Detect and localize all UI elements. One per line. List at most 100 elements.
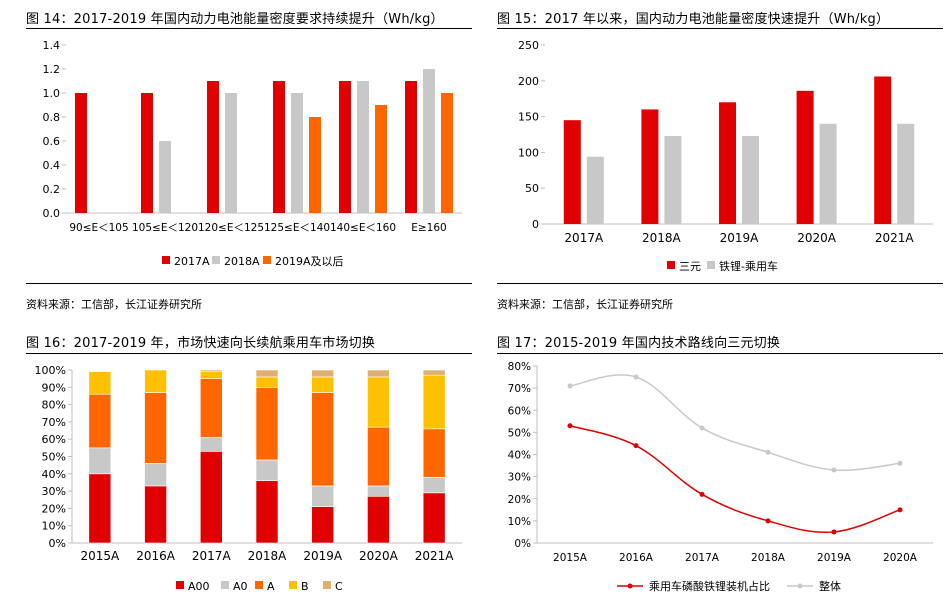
c14-bar-2017a-3	[273, 81, 285, 213]
c14-legend-swatch-2	[263, 256, 271, 264]
c15-bar-x-1	[641, 109, 659, 224]
c14-ytick-label: 0.6	[43, 135, 61, 148]
c16-segment-c-2	[199, 369, 223, 373]
c17-line-x	[569, 425, 901, 534]
c17-legend-label-0: 乘用车磷酸铁锂装机占比	[649, 579, 770, 593]
c16-segment-a-4	[311, 392, 335, 487]
panel-fig14: 图 14：2017-2019 年国内动力电池能量密度要求持续提升（Wh/kg） …	[26, 0, 472, 311]
c16-segment-b-0	[88, 371, 112, 395]
c16-segment-b-3	[255, 376, 279, 388]
c17-point-x-2	[699, 425, 705, 431]
c14-legend-label-2: 2019A及以后	[275, 255, 344, 268]
c16-xtick-label: 2017A	[192, 549, 232, 563]
c17-xtick-label: 2016A	[619, 552, 654, 564]
c16-legend-label-1: A0	[233, 580, 248, 593]
c15-ytick-label: 250	[518, 39, 539, 52]
c15-bar-x-2	[719, 102, 736, 224]
c14-ytick-label: 0.8	[43, 111, 61, 124]
c16-segment-b-4	[311, 376, 335, 393]
fig14-bottom-rule	[26, 283, 472, 284]
fig16-title: 图 16：2017-2019 年，市场快速向长续航乘用车市场切换	[26, 336, 376, 351]
c14-bar-2019a-5	[441, 93, 453, 213]
fig17-chart: 0% 10% 20% 30% 40% 50% 60% 70% 80% 2015A 2016A 2017…	[508, 361, 933, 593]
c15-bar-x-3	[796, 90, 814, 224]
c16-segment-a0-3	[255, 459, 279, 482]
c14-bar-2017a-2	[207, 81, 219, 213]
fig15-bottom-rule	[497, 283, 943, 284]
c15-bar-x-2	[742, 135, 759, 224]
c14-xtick-label: 125≤E＜140	[264, 222, 330, 234]
c17-ytick-label: 70%	[508, 383, 531, 395]
c16-ytick-label: 90%	[42, 381, 66, 394]
c16-segment-a0-0	[88, 447, 112, 475]
c14-ytick-label: 1.2	[43, 63, 61, 76]
c17-xtick-label: 2018A	[751, 552, 786, 564]
c15-bar-x-4	[874, 76, 892, 224]
c15-ytick-label: 100	[518, 146, 539, 159]
fig14-source: 资料来源：工信部，长江证券研究所	[26, 298, 202, 311]
c17-point-x-3	[765, 518, 771, 524]
fig15-title-rule	[497, 28, 943, 29]
c17-legend-marker-1	[797, 583, 803, 589]
c14-ytick-label: 0.2	[43, 183, 61, 196]
c16-segment-b-5	[367, 376, 390, 428]
c16-ytick-label: 0%	[49, 537, 66, 550]
c16-segment-a0-5	[367, 485, 390, 497]
c15-xtick-label: 2019A	[720, 231, 760, 245]
c15-bar-x-0	[563, 120, 581, 224]
c16-segment-a00-6	[422, 492, 446, 544]
c16-segment-a00-3	[255, 480, 279, 544]
c17-xtick-label: 2020A	[883, 552, 918, 564]
c15-legend-label-1: 铁锂-乘用车	[719, 259, 778, 273]
c17-ytick-label: 10%	[508, 516, 531, 528]
c17-legend-label-1: 整体	[819, 579, 841, 593]
c17-line-x	[569, 374, 901, 472]
c15-ytick-label: 0	[532, 218, 539, 231]
c16-segment-a00-0	[88, 473, 112, 544]
c17-xtick-label: 2015A	[553, 552, 588, 564]
c15-bar-x-4	[897, 123, 915, 224]
c15-bar-x-3	[819, 123, 837, 224]
c14-legend-swatch-0	[162, 256, 170, 264]
c15-xtick-label: 2018A	[642, 231, 682, 245]
c16-ytick-label: 80%	[42, 399, 66, 412]
c17-point-x-0	[567, 423, 573, 429]
c17-point-x-1	[633, 443, 639, 449]
c16-xtick-label: 2015A	[80, 549, 120, 563]
c14-bar-2017a-0	[75, 93, 87, 213]
fig17-title: 图 17：2015-2019 年国内技术路线向三元切换	[497, 336, 781, 351]
c14-bar-2019a-4	[375, 105, 387, 213]
c16-segment-a0-6	[422, 476, 446, 494]
c17-ytick-label: 50%	[508, 427, 531, 439]
c17-point-x-5	[897, 507, 903, 513]
c17-point-x-4	[831, 467, 837, 473]
c14-legend-label-0: 2017A	[174, 255, 210, 268]
c16-segment-a-3	[255, 386, 279, 461]
c16-xtick-label: 2021A	[415, 549, 455, 563]
c16-segment-a00-4	[311, 506, 335, 544]
fig14-title-rule	[26, 28, 472, 29]
c14-bar-2018a-1	[159, 141, 171, 213]
c15-xtick-label: 2017A	[564, 231, 604, 245]
c14-legend-label-1: 2018A	[224, 255, 260, 268]
c16-xtick-label: 2018A	[248, 549, 288, 563]
c14-ytick-label: 1.0	[43, 87, 61, 100]
c15-legend-label-0: 三元	[679, 260, 701, 273]
c16-legend-label-4: C	[335, 580, 343, 593]
c15-xtick-label: 2020A	[797, 231, 837, 245]
c16-legend-swatch-4	[323, 581, 331, 589]
c16-segment-a0-1	[144, 463, 167, 487]
c14-bar-2019a-3	[309, 117, 321, 213]
c15-ytick-label: 50	[525, 182, 539, 195]
c14-bar-2017a-4	[339, 81, 351, 213]
c17-point-x-4	[831, 529, 837, 535]
c14-bar-2017a-5	[405, 81, 417, 213]
c16-legend-label-0: A00	[188, 580, 210, 593]
c16-ytick-label: 20%	[42, 502, 66, 515]
c16-segment-a0-4	[311, 485, 335, 507]
c17-point-x-3	[765, 449, 771, 455]
c16-segment-c-5	[367, 369, 390, 378]
c16-ytick-label: 100%	[35, 364, 66, 377]
fig16-chart: 0% 10% 20% 30% 40% 50% 60% 70% 80% 90% 100% 2015A 20…	[35, 364, 462, 593]
c17-point-x-0	[567, 383, 573, 389]
